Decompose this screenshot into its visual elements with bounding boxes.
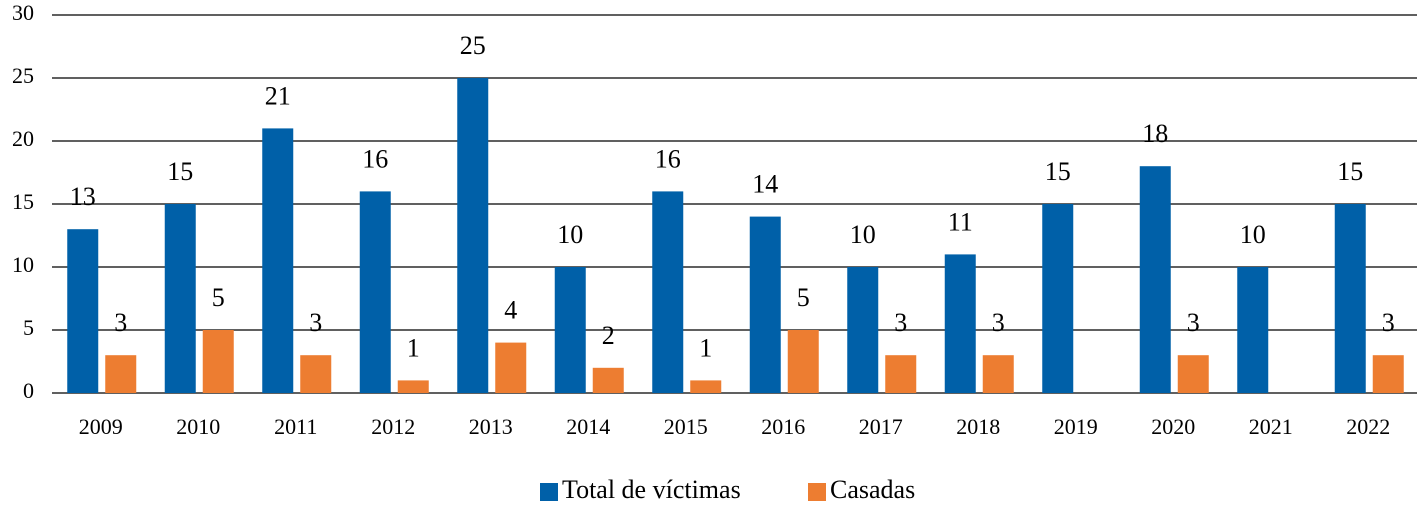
bar — [164, 204, 196, 393]
bar — [1334, 204, 1366, 393]
y-tick-label: 15 — [12, 189, 34, 214]
legend-marker — [808, 483, 826, 501]
y-tick-label: 20 — [12, 126, 34, 151]
value-label: 14 — [752, 170, 778, 199]
bar — [67, 229, 99, 393]
bar — [554, 267, 586, 393]
value-label: 16 — [655, 144, 681, 173]
y-tick-label: 10 — [12, 252, 34, 277]
bar — [885, 355, 917, 393]
bar — [592, 367, 624, 393]
value-label: 21 — [265, 81, 291, 110]
bar — [749, 216, 781, 393]
bar — [397, 380, 429, 393]
legend-label: Casadas — [830, 475, 915, 504]
legend-label: Total de víctimas — [562, 475, 741, 504]
bar — [457, 78, 489, 393]
value-label: 15 — [1045, 157, 1071, 186]
y-tick-label: 25 — [12, 63, 34, 88]
bar — [1372, 355, 1404, 393]
value-label: 10 — [1240, 220, 1266, 249]
bar — [944, 254, 976, 393]
bar — [202, 330, 234, 393]
bar — [652, 191, 684, 393]
bar — [495, 342, 527, 393]
x-tick-label: 2020 — [1151, 414, 1195, 439]
value-label: 18 — [1142, 119, 1168, 148]
x-tick-label: 2010 — [176, 414, 220, 439]
value-label: 1 — [407, 333, 420, 362]
x-tick-label: 2011 — [274, 414, 317, 439]
value-label: 3 — [1187, 308, 1200, 337]
value-label: 3 — [1382, 308, 1395, 337]
bar — [1177, 355, 1209, 393]
bar — [847, 267, 879, 393]
value-label: 4 — [504, 296, 517, 325]
y-tick-label: 5 — [23, 315, 34, 340]
bar — [105, 355, 137, 393]
value-label: 3 — [894, 308, 907, 337]
x-tick-label: 2012 — [371, 414, 415, 439]
y-tick-label: 30 — [12, 0, 34, 25]
bar — [690, 380, 722, 393]
x-tick-label: 2019 — [1054, 414, 1098, 439]
value-label: 16 — [362, 144, 388, 173]
value-label: 10 — [557, 220, 583, 249]
value-label: 15 — [167, 157, 193, 186]
value-label: 3 — [114, 308, 127, 337]
x-tick-label: 2016 — [761, 414, 805, 439]
x-tick-label: 2018 — [956, 414, 1000, 439]
value-label: 11 — [948, 207, 973, 236]
x-tick-label: 2015 — [664, 414, 708, 439]
bar — [300, 355, 332, 393]
x-tick-label: 2014 — [566, 414, 610, 439]
bar — [359, 191, 391, 393]
bar — [1237, 267, 1269, 393]
value-label: 10 — [850, 220, 876, 249]
bar — [1042, 204, 1074, 393]
value-label: 5 — [212, 283, 225, 312]
y-tick-label: 0 — [23, 378, 34, 403]
bar — [982, 355, 1014, 393]
value-label: 13 — [70, 182, 96, 211]
value-label: 1 — [699, 333, 712, 362]
x-tick-label: 2013 — [469, 414, 513, 439]
bar — [1139, 166, 1171, 393]
value-label: 25 — [460, 31, 486, 60]
value-label: 2 — [602, 321, 615, 350]
value-label: 5 — [797, 283, 810, 312]
x-tick-label: 2021 — [1249, 414, 1293, 439]
bar — [262, 128, 294, 393]
x-tick-label: 2022 — [1346, 414, 1390, 439]
legend-marker — [540, 483, 558, 501]
bar — [787, 330, 819, 393]
x-tick-label: 2009 — [79, 414, 123, 439]
value-label: 15 — [1337, 157, 1363, 186]
value-label: 3 — [309, 308, 322, 337]
value-label: 3 — [992, 308, 1005, 337]
x-tick-label: 2017 — [859, 414, 903, 439]
